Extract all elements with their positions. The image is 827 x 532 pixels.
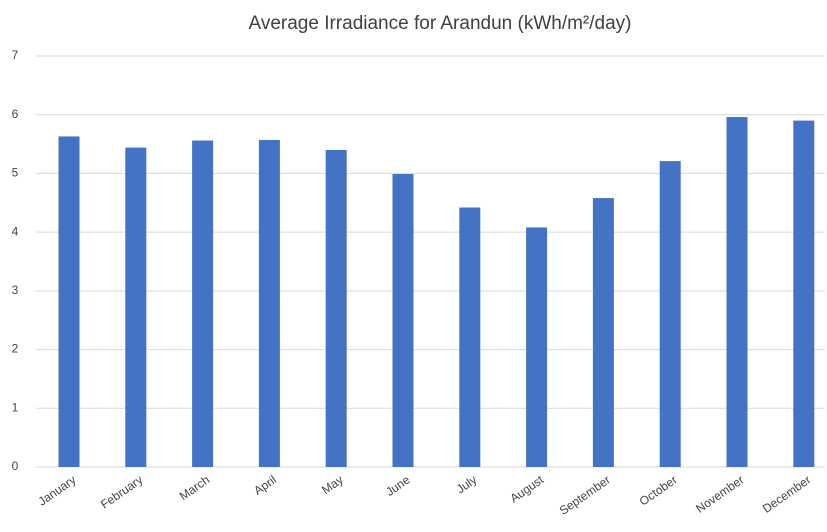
y-tick-label: 6 [12, 107, 19, 121]
bar [726, 117, 748, 467]
x-tick-label: May [319, 473, 346, 497]
x-tick-label: July [454, 473, 480, 497]
bar [125, 147, 147, 467]
bar [325, 149, 347, 467]
bar [192, 140, 214, 467]
bar [459, 207, 481, 468]
y-tick-label: 2 [12, 342, 19, 356]
y-tick-label: 7 [12, 48, 19, 62]
x-tick-label: June [383, 472, 413, 499]
bar [258, 139, 280, 467]
y-tick-label: 4 [12, 224, 19, 238]
bar [392, 174, 414, 467]
bar [793, 120, 815, 467]
y-tick-label: 0 [12, 459, 19, 473]
bar [592, 198, 614, 468]
x-tick-label: November [693, 473, 746, 516]
y-tick-label: 3 [12, 283, 19, 297]
x-tick-label: December [760, 473, 813, 516]
bar [58, 136, 80, 467]
y-tick-label: 5 [12, 166, 19, 180]
chart-title: Average Irradiance for Arandun (kWh/m²/d… [249, 13, 632, 34]
x-tick-label: April [251, 473, 279, 498]
x-tick-label: September [557, 473, 613, 518]
bar [659, 161, 681, 467]
y-tick-label: 1 [12, 400, 19, 414]
x-tick-label: February [98, 473, 145, 512]
bar [526, 227, 548, 467]
x-tick-label: January [36, 473, 79, 509]
x-tick-label: August [508, 472, 547, 505]
x-tick-label: March [177, 473, 212, 504]
x-tick-label: October [637, 473, 680, 509]
